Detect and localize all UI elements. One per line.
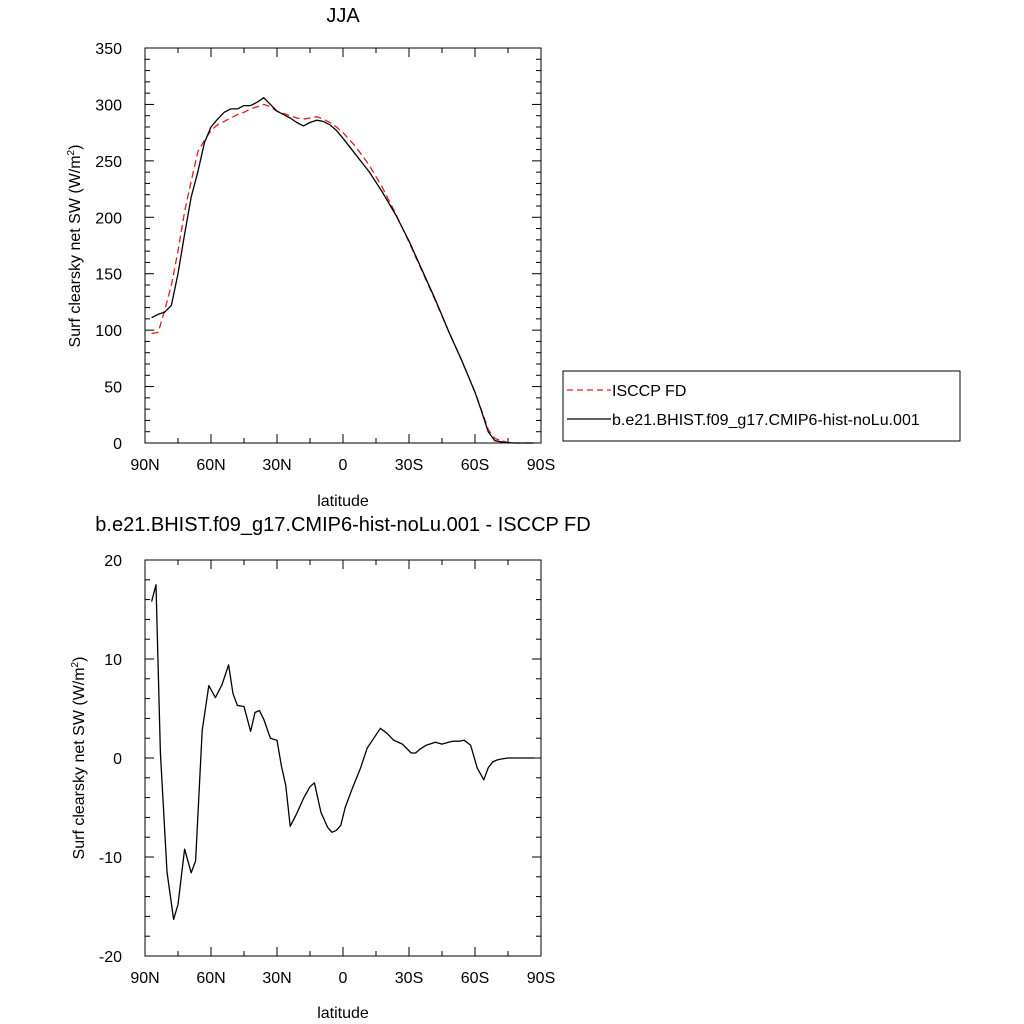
- chart-top-y-tick-label: 300: [95, 97, 122, 114]
- chart-bottom-x-tick-labels: 90N 60N 30N 0 30S 60S 90S: [130, 970, 555, 987]
- chart-bottom-y-tick-labels: -20 -10 0 10 20: [99, 553, 122, 966]
- chart-top-x-tick-label: 30S: [395, 457, 423, 474]
- chart-top-y-axis-label-sup: 2: [66, 149, 77, 155]
- chart-bottom-y-axis-label-close: ): [71, 657, 88, 662]
- legend-box: [562, 370, 961, 442]
- chart-top-y-tick-label: 350: [95, 41, 122, 58]
- chart-top-y-tick-label: 50: [104, 380, 122, 397]
- chart-bottom-y-axis-label-sup: 2: [70, 661, 81, 667]
- chart-top: JJA 90N 60N 30N 0 30S 60S 90S 0 50 100 150 200 250 3…: [66, 5, 555, 510]
- chart-top-series-lines: [151, 97, 535, 444]
- legend-label-isccp: ISCCP FD: [612, 383, 686, 400]
- chart-bottom-y-axis-label: Surf clearsky net SW (W/m2): [70, 657, 88, 860]
- chart-bottom-x-tick-label: 90S: [527, 970, 555, 987]
- chart-top-x-tick-label: 90N: [130, 457, 159, 474]
- chart-top-x-tick-label: 30N: [262, 457, 291, 474]
- chart-top-y-tick-label: 150: [95, 267, 122, 284]
- chart-top-y-axis-label-main: Surf clearsky net SW (W/m: [67, 155, 84, 347]
- chart-top-x-axis-label: latitude: [317, 493, 369, 510]
- chart-bottom-x-tick-label: 60S: [461, 970, 489, 987]
- chart-bottom-series-line-0: [150, 584, 535, 921]
- chart-bottom-y-axis-label-main: Surf clearsky net SW (W/m: [71, 667, 88, 859]
- chart-bottom-title: b.e21.BHIST.f09_g17.CMIP6-hist-noLu.001 …: [95, 514, 590, 536]
- chart-bottom-y-tick-label: 0: [113, 751, 122, 768]
- chart-top-x-tick-label: 0: [339, 457, 348, 474]
- chart-top-y-tick-label: 200: [95, 210, 122, 227]
- chart-top-y-tick-labels: 0 50 100 150 200 250 300 350: [95, 41, 122, 453]
- chart-bottom-y-tick-label: 20: [104, 553, 122, 570]
- chart-bottom-x-axis-label: latitude: [317, 1005, 369, 1022]
- legend-label-model: b.e21.BHIST.f09_g17.CMIP6-hist-noLu.001: [612, 412, 920, 429]
- chart-top-y-axis-label: Surf clearsky net SW (W/m2): [66, 145, 84, 348]
- chart-bottom-y-tick-label: 10: [104, 652, 122, 669]
- chart-top-series-line-0: [151, 103, 535, 444]
- chart-bottom-x-tick-label: 90N: [130, 970, 159, 987]
- chart-bottom-x-tick-label: 30N: [262, 970, 291, 987]
- chart-top-y-axis-label-close: ): [67, 145, 84, 150]
- chart-top-title: JJA: [326, 5, 360, 27]
- chart-top-x-tick-label: 90S: [527, 457, 555, 474]
- chart-top-x-tick-label: 60N: [196, 457, 225, 474]
- chart-top-series-line-1: [151, 97, 535, 444]
- chart-bottom-y-tick-label: -20: [99, 949, 122, 966]
- chart-bottom-x-tick-label: 30S: [395, 970, 423, 987]
- legend: ISCCP FD b.e21.BHIST.f09_g17.CMIP6-hist-…: [562, 370, 961, 442]
- chart-bottom-x-tick-label: 0: [339, 970, 348, 987]
- chart-top-y-tick-label: 0: [113, 436, 122, 453]
- chart-top-y-tick-label: 250: [95, 154, 122, 171]
- chart-top-ticks: [144, 47, 542, 444]
- chart-top-plot-frame: [144, 47, 542, 444]
- chart-bottom-y-tick-label: -10: [99, 850, 122, 867]
- chart-top-x-tick-label: 60S: [461, 457, 489, 474]
- chart-bottom-x-tick-label: 60N: [196, 970, 225, 987]
- chart-top-x-tick-labels: 90N 60N 30N 0 30S 60S 90S: [130, 457, 555, 474]
- chart-bottom-series-lines: [150, 584, 535, 921]
- chart-top-y-tick-label: 100: [95, 323, 122, 340]
- chart-bottom: b.e21.BHIST.f09_g17.CMIP6-hist-noLu.001 …: [70, 514, 591, 1022]
- chart-bottom-plot-frame: [144, 559, 542, 957]
- chart-bottom-ticks: [144, 559, 542, 957]
